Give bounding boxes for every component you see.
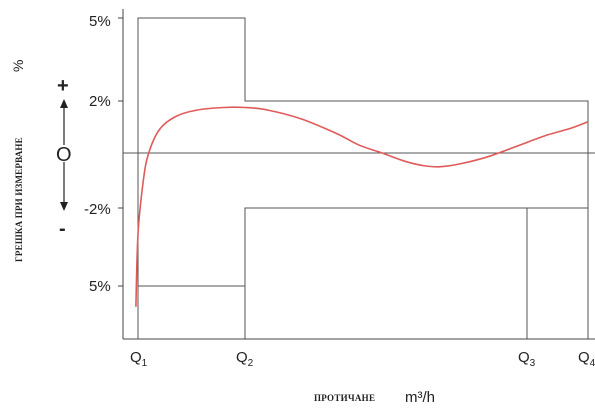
svg-text:Q1: Q1: [130, 349, 148, 369]
y-tick-label-p2: 2%: [89, 93, 111, 110]
x-tick-q2-letter: Q: [236, 349, 248, 366]
x-tick-q2-sub: 2: [248, 358, 254, 369]
down-arrow-head: [60, 202, 68, 211]
y-tick-label-m5: 5%: [89, 278, 111, 295]
x-tick-q3: Q3: [518, 349, 536, 369]
x-tick-q4-letter: Q: [578, 349, 590, 366]
x-tick-q1-sub: 1: [142, 358, 148, 369]
y-tick-label-m2: -2%: [84, 201, 111, 218]
plus-sign: +: [57, 75, 69, 97]
up-arrow-head: [60, 99, 68, 108]
x-tick-q4-sub: 4: [590, 358, 595, 369]
y-axis-label: ГРЕШКА ПРИ ИЗМЕРВАНЕ: [14, 137, 24, 262]
zero-sign: O: [56, 144, 72, 166]
error-curve: [135, 106, 589, 307]
svg-text:Q4: Q4: [578, 349, 595, 369]
lower-limit-line: [244, 207, 588, 339]
x-tick-q4: Q4: [578, 349, 595, 369]
x-axis-label: ПРОТИЧАНЕ: [314, 393, 375, 403]
minus-sign: -: [59, 218, 66, 240]
y-tick-label-p5: 5%: [89, 13, 111, 30]
x-tick-q2: Q2: [236, 349, 254, 369]
x-axis-unit: m³/h: [405, 389, 435, 406]
x-tick-q3-letter: Q: [518, 349, 530, 366]
x-tick-q1-letter: Q: [130, 349, 142, 366]
y-axis-unit: %: [10, 60, 26, 72]
svg-text:Q2: Q2: [236, 349, 254, 369]
x-tick-q1: Q1: [130, 349, 148, 369]
x-tick-q3-sub: 3: [530, 358, 536, 369]
upper-limit-line: [137, 17, 589, 339]
svg-text:Q3: Q3: [518, 349, 536, 369]
